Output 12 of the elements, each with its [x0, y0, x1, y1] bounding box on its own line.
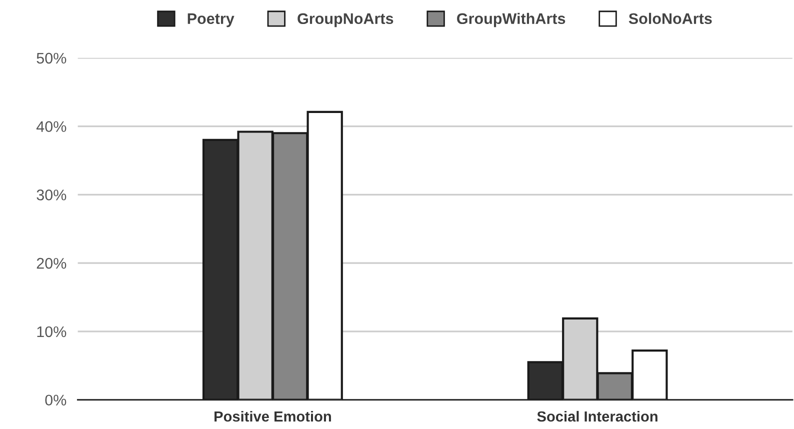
y-tick-label: 20% — [36, 258, 66, 269]
y-tick-label: 0% — [45, 394, 66, 406]
x-tick-label: Social Interaction — [537, 410, 658, 422]
legend-label: SoloNoArts — [628, 12, 712, 24]
x-tick-label: Positive Emotion — [214, 410, 331, 422]
y-tick-label: 30% — [36, 190, 66, 200]
legend-label: GroupWithArts — [457, 12, 566, 28]
y-tick-label: 10% — [37, 326, 66, 338]
y-tick-label: 50% — [36, 52, 66, 64]
legend-label: Poetry — [188, 13, 234, 28]
legend-label: GroupNoArts — [298, 13, 394, 28]
y-tick-label: 40% — [36, 121, 66, 132]
